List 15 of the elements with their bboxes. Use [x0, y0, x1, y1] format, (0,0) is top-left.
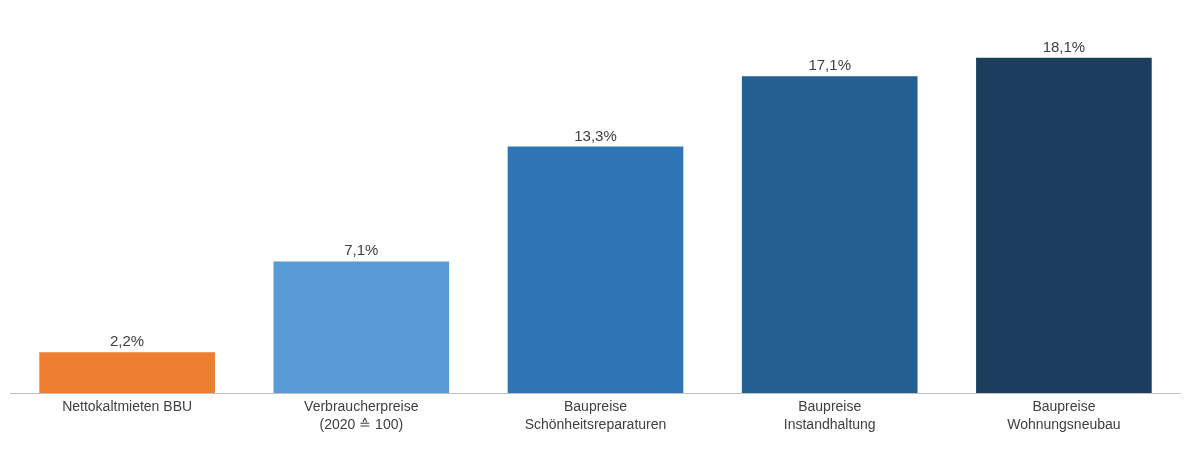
- data-label: 17,1%: [808, 56, 851, 74]
- x-tick-label: Nettokaltmieten BBU: [62, 397, 193, 414]
- bar: [507, 146, 684, 393]
- bar: [976, 57, 1152, 393]
- bar: [39, 352, 215, 393]
- data-label: 2,2%: [110, 332, 145, 350]
- bar: [741, 76, 918, 393]
- x-tick-label: Verbraucherpreise (2020 ≙ 100): [304, 397, 419, 432]
- data-label: 18,1%: [1042, 37, 1086, 55]
- x-tick-label: Baupreise Schönheitsreparaturen: [524, 397, 667, 432]
- x-tick-label: Baupreise Wohnungsneubau: [1007, 397, 1121, 432]
- data-label: 7,1%: [344, 241, 379, 259]
- bar: [273, 261, 450, 393]
- data-label: 13,3%: [574, 126, 617, 144]
- x-tick-label: Baupreise Instandhaltung: [783, 397, 876, 432]
